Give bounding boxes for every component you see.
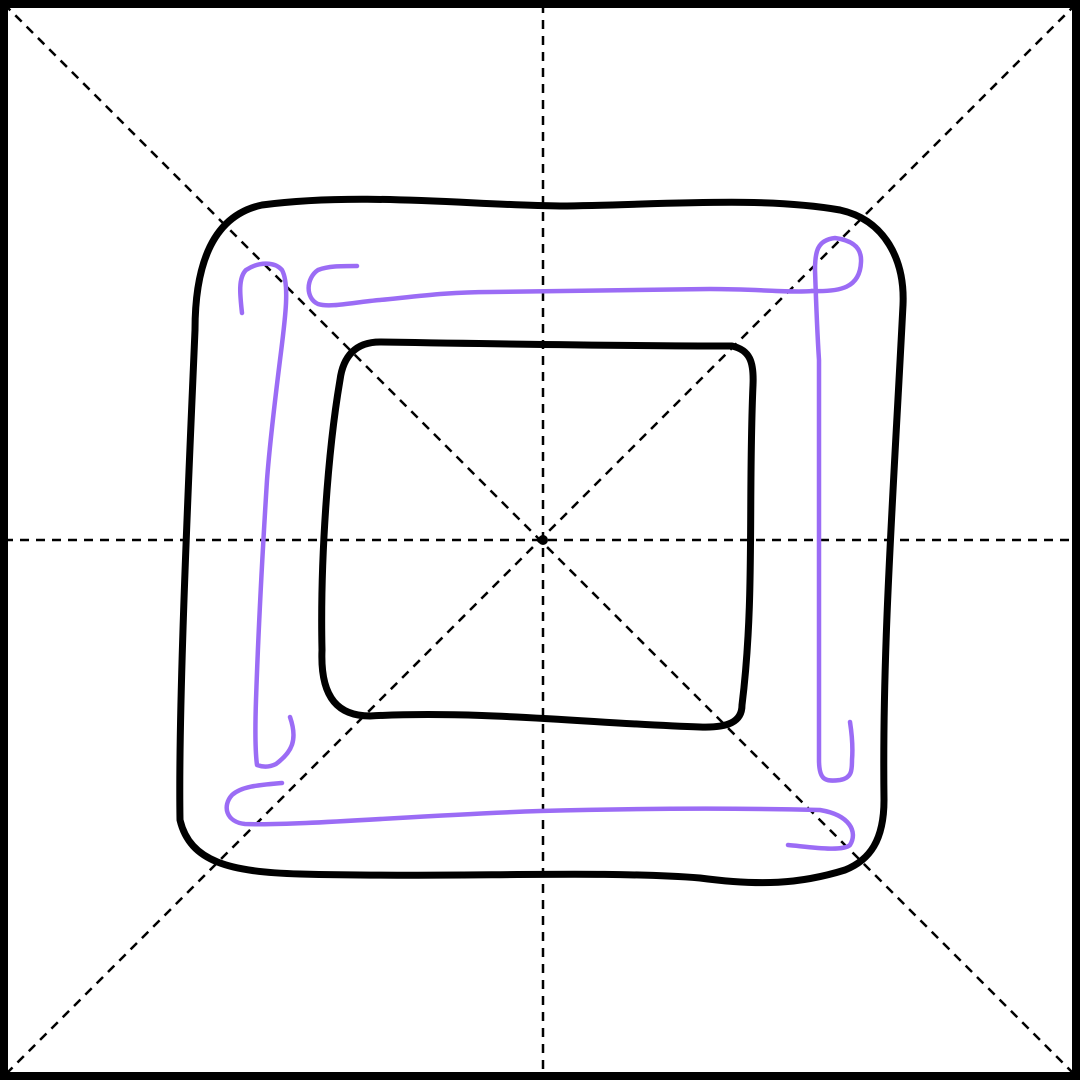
right-vertical-stroke	[809, 235, 864, 783]
bottom-horizontal-stroke	[224, 780, 856, 851]
center-point	[538, 535, 548, 545]
stroke-traces	[224, 235, 864, 851]
glyph-outline	[176, 195, 907, 887]
top-horizontal-stroke	[306, 263, 815, 308]
left-vertical-stroke	[238, 261, 296, 769]
